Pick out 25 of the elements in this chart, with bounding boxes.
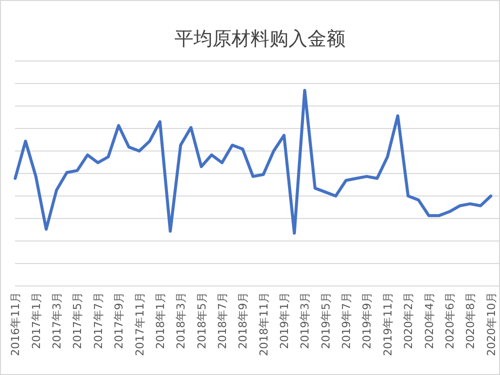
x-tick-label: 2017年3月 — [50, 292, 64, 349]
x-tick-label: 2018年9月 — [236, 292, 250, 349]
x-tick-label: 2018年7月 — [216, 292, 229, 349]
x-tick-label: 2018年1月 — [154, 292, 167, 349]
x-tick-label: 2017年5月 — [71, 292, 84, 349]
x-tick-label: 2019年1月 — [278, 292, 292, 349]
x-tick-label: 2017年11月 — [133, 292, 146, 356]
x-tick-label: 2019年7月 — [340, 292, 354, 349]
x-tick-label: 2020年10月 — [484, 292, 498, 356]
x-tick-label: 2018年11月 — [257, 292, 270, 356]
x-tick-label: 2020年8月 — [464, 292, 478, 349]
x-tick-label: 2019年3月 — [298, 292, 312, 349]
x-tick-label: 2017年7月 — [92, 292, 105, 349]
x-tick-label: 2020年6月 — [443, 292, 456, 349]
x-tick-label: 2019年5月 — [319, 292, 332, 349]
x-tick-label: 2019年9月 — [360, 292, 374, 349]
x-tick-label: 2018年5月 — [195, 292, 208, 349]
x-tick-label: 2017年1月 — [30, 292, 43, 349]
x-tick-label: 2018年3月 — [174, 292, 188, 349]
x-tick-label: 2020年2月 — [402, 292, 416, 349]
x-tick-label: 2017年9月 — [112, 292, 126, 349]
x-tick-label: 2019年11月 — [381, 292, 394, 356]
x-tick-label: 2020年4月 — [422, 292, 436, 349]
x-tick-label: 2016年11月 — [9, 292, 22, 356]
chart-title: 平均原材料购入金额 — [174, 28, 346, 50]
